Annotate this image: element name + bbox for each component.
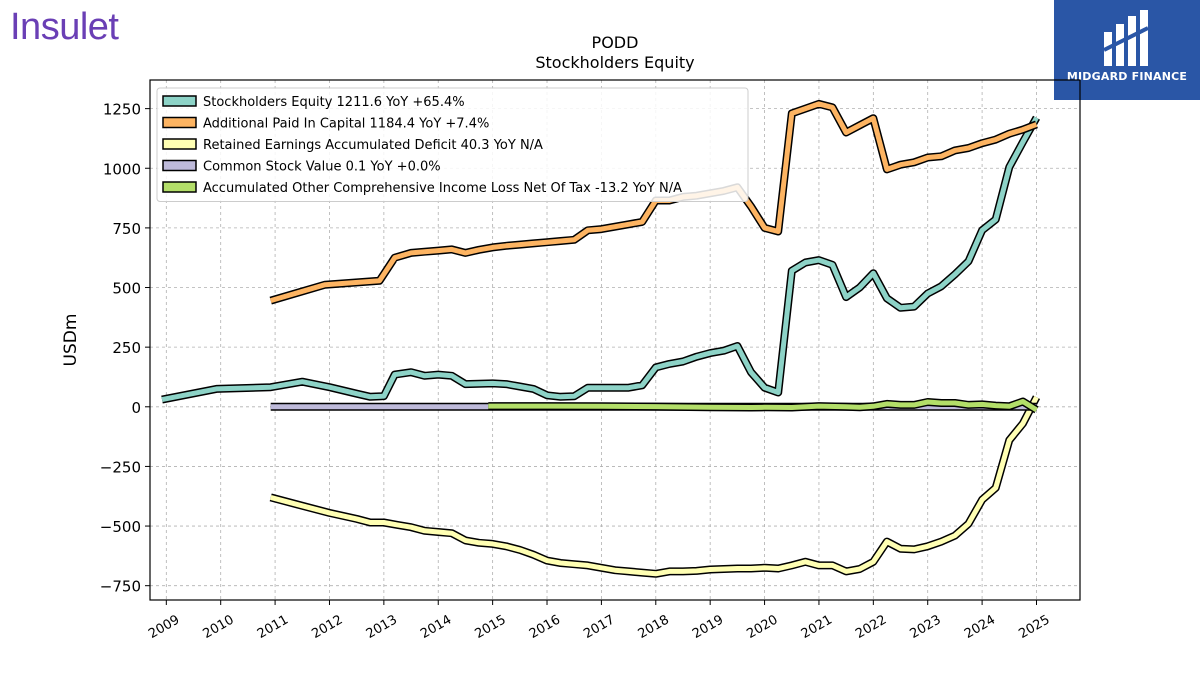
x-axis: 2009 2010 2011 2012 2013 2014 2015 2016 2017 2018… [146, 600, 1052, 642]
y-tick-label: 1250 [103, 101, 141, 119]
series-line-4 [488, 399, 1038, 413]
legend-label: Common Stock Value 0.1 YoY +0.0% [203, 160, 441, 175]
x-tick-label: 2010 [201, 612, 237, 642]
legend-box [156, 87, 749, 202]
y-tick-label: −500 [100, 518, 141, 536]
x-tick-label: 2019 [690, 612, 726, 642]
x-tick-label: 2021 [799, 612, 835, 642]
y-axis: −750 −500 −250 0 250 500 750 1000 1250 [100, 101, 150, 596]
x-tick-label: 2009 [146, 612, 182, 642]
legend-swatch [162, 159, 197, 172]
x-tick-label: 2022 [853, 612, 889, 642]
x-tick-label: 2025 [1016, 612, 1052, 642]
chart-title: PODD [591, 33, 639, 52]
plot-frame [149, 79, 1081, 601]
x-tick-label: 2013 [364, 612, 400, 642]
legend-label: Retained Earnings Accumulated Deficit 40… [203, 138, 543, 153]
x-tick-label: 2015 [472, 612, 508, 642]
x-tick-label: 2023 [908, 612, 944, 642]
midgard-logo-icon [1103, 10, 1149, 66]
legend-label: Accumulated Other Comprehensive Income L… [203, 181, 682, 196]
y-axis-label: USDm [61, 314, 81, 367]
y-tick-label: 1000 [103, 160, 141, 178]
x-tick-label: 2012 [309, 612, 345, 642]
x-tick-label: 2016 [527, 612, 563, 642]
x-tick-label: 2017 [581, 612, 617, 642]
y-tick-label: −750 [100, 578, 141, 596]
chart-subtitle: Stockholders Equity [535, 53, 695, 72]
legend-swatch [162, 138, 197, 150]
legend-swatch [162, 116, 197, 129]
x-tick-label: 2020 [744, 612, 780, 642]
brand-logo: Insulet [10, 6, 119, 48]
midgard-finance-badge: MIDGARD FINANCE [1054, 0, 1200, 100]
series-line-0 [161, 116, 1039, 403]
x-tick-label: 2024 [962, 612, 998, 642]
x-tick-label: 2018 [636, 612, 672, 642]
legend: Stockholders Equity 1211.6 YoY +65.4% Add… [156, 87, 749, 202]
legend-swatch [162, 181, 197, 193]
legend-swatch [162, 95, 197, 107]
badge-name: MIDGARD FINANCE [1066, 70, 1188, 83]
series-line-2 [270, 396, 1039, 577]
y-tick-label: 500 [112, 280, 141, 298]
legend-label: Stockholders Equity 1211.6 YoY +65.4% [203, 95, 465, 110]
y-tick-label: 0 [131, 399, 141, 417]
y-tick-label: −250 [100, 458, 141, 476]
x-tick-label: 2011 [255, 612, 291, 642]
y-tick-label: 750 [112, 220, 141, 238]
legend-label: Additional Paid In Capital 1184.4 YoY +7… [203, 117, 489, 132]
x-tick-label: 2014 [418, 612, 454, 642]
y-tick-label: 250 [112, 339, 141, 357]
